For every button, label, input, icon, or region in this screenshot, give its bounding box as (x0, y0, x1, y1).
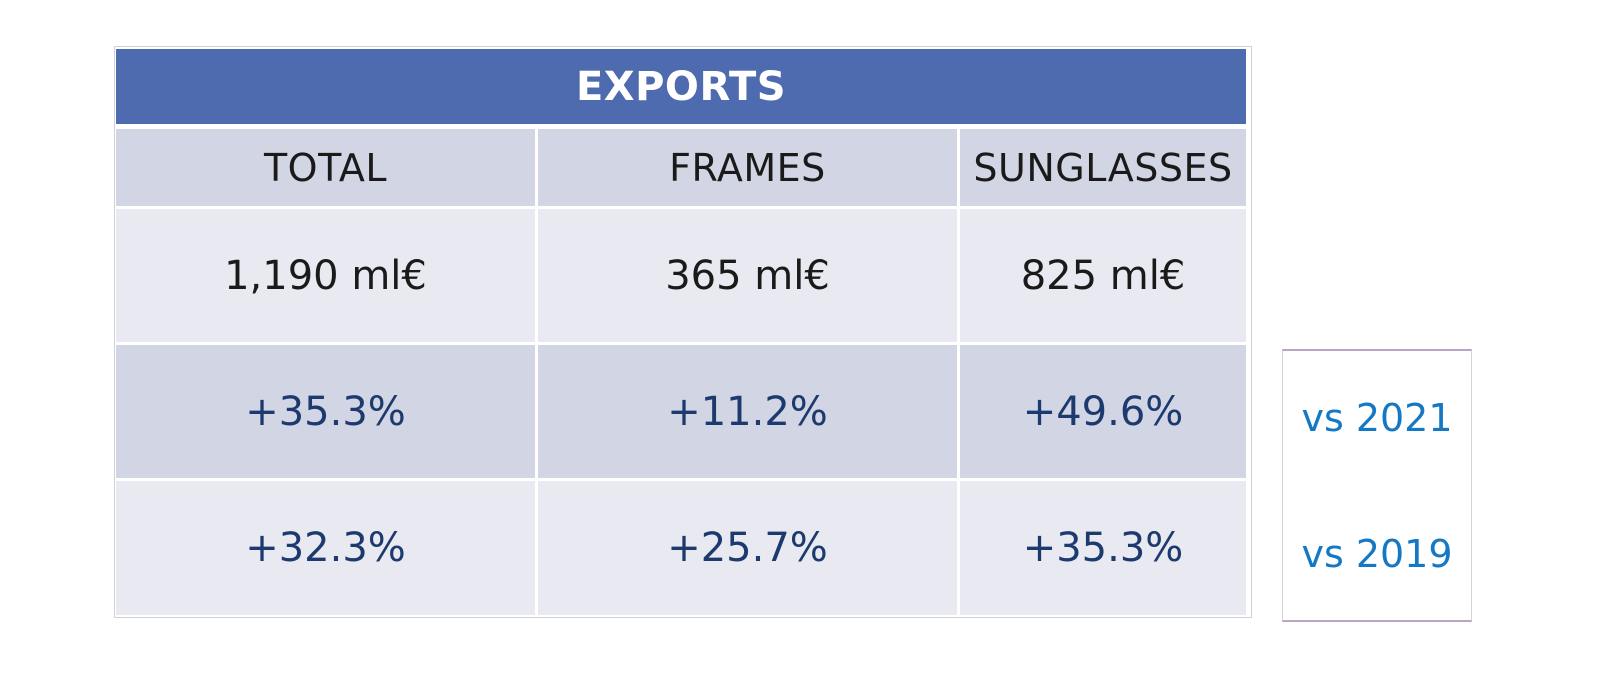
value-sunglasses: 825 ml€ (960, 209, 1246, 342)
change-2019-sunglasses: +35.3% (960, 481, 1246, 615)
table-title: EXPORTS (116, 49, 1246, 124)
column-header-sunglasses: SUNGLASSES (960, 129, 1246, 206)
column-header-total: TOTAL (116, 129, 535, 206)
column-header-frames: FRAMES (538, 129, 957, 206)
change-2021-sunglasses: +49.6% (960, 345, 1246, 478)
change-2019-total: +32.3% (116, 481, 535, 615)
value-total: 1,190 ml€ (116, 209, 535, 342)
value-frames: 365 ml€ (538, 209, 957, 342)
change-2021-frames: +11.2% (538, 345, 957, 478)
comparison-label-2019: vs 2019 (1301, 532, 1453, 576)
change-2021-total: +35.3% (116, 345, 535, 478)
comparison-label-2021: vs 2021 (1301, 396, 1453, 440)
comparison-legend-box (1282, 349, 1472, 622)
change-2019-frames: +25.7% (538, 481, 957, 615)
